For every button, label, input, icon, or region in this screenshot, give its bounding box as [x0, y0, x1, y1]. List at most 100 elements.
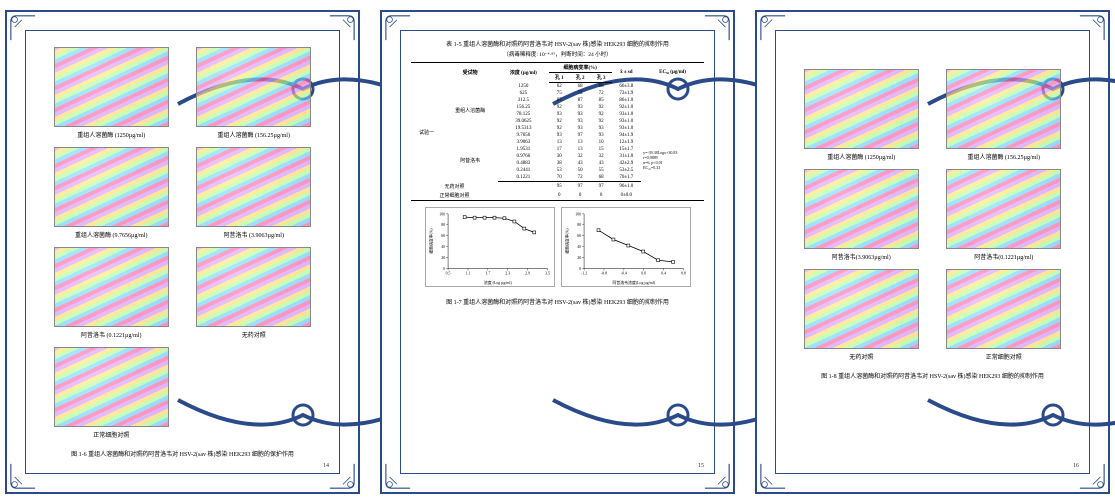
table-cell: 0.9766 — [498, 153, 549, 160]
table-cell: 94±1.9 — [612, 132, 642, 139]
svg-text:80: 80 — [577, 223, 581, 227]
chart-acyclovir: 020406080100-1.2-0.8-0.40.00.40.8阿昔洛韦浓度(… — [561, 207, 691, 287]
col-header: 孔 2 — [570, 73, 591, 83]
table-cell: 93 — [591, 125, 612, 132]
svg-text:0.4: 0.4 — [661, 271, 666, 275]
col-header: x̄ ± sd — [612, 63, 642, 83]
control-label: 无药对照 — [411, 182, 498, 191]
table-cell: 97 — [570, 182, 591, 191]
table-cell: 92±1.0 — [612, 104, 642, 111]
col-header: 细胞病变率(%) — [549, 63, 612, 73]
table-cell: 19.5313 — [498, 125, 549, 132]
image-caption: 重组人溶菌酶 (1250µg/ml) — [827, 152, 895, 161]
table-cell: 9.7656 — [498, 132, 549, 139]
table-cell: 95 — [549, 182, 570, 191]
table-cell: 15±1.7 — [612, 146, 642, 153]
table-cell: 39.0625 — [498, 118, 549, 125]
image-caption: 重组人溶菌酶 (156.25µg/ml) — [218, 130, 290, 139]
col-header: 受试物 — [442, 63, 498, 83]
table-cell: 12±1.9 — [612, 139, 642, 146]
table-cell: 43 — [591, 160, 612, 167]
table-title: 表 1-5 重组人溶菌酶和对照药阿昔洛韦对 HSV-2(sav 株)感染 HEK… — [411, 39, 704, 48]
table-cell: 1.9531 — [498, 146, 549, 153]
table-cell: 50 — [570, 167, 591, 174]
microscopy-image — [54, 147, 169, 227]
microscopy-image — [196, 247, 311, 327]
ec50-cell — [641, 83, 704, 140]
table-cell: 93 — [570, 125, 591, 132]
table-cell: 15 — [591, 146, 612, 153]
page-number: 14 — [323, 463, 329, 469]
table-cell: 0.2441 — [498, 167, 549, 174]
page-content: 重组人溶菌酶 (1250µg/ml) 重组人溶菌酶 (156.25µg/ml) … — [775, 30, 1090, 474]
table-cell: 72 — [591, 90, 612, 97]
table-cell: 85 — [591, 97, 612, 104]
table-cell: 0.1221 — [498, 174, 549, 182]
col-header: 孔 1 — [549, 73, 570, 83]
image-caption: 重组人溶菌酶 (156.25µg/ml) — [968, 152, 1040, 161]
svg-text:细胞病变率(%): 细胞病变率(%) — [428, 227, 433, 253]
image-caption: 重组人溶菌酶 (1250µg/ml) — [77, 130, 145, 139]
image-caption: 正常细胞对照 — [93, 430, 129, 439]
image-caption: 阿昔洛韦 (3.9063µg/ml) — [224, 230, 284, 239]
svg-text:80: 80 — [441, 223, 445, 227]
table-cell: 156.25 — [498, 104, 549, 111]
svg-text:1.1: 1.1 — [465, 271, 470, 275]
table-cell: 32 — [591, 153, 612, 160]
table-cell: 93 — [549, 111, 570, 118]
table-cell: 0 — [570, 191, 591, 201]
table-cell: 55 — [591, 167, 612, 174]
svg-text:20: 20 — [441, 255, 445, 259]
table-cell: 92 — [549, 125, 570, 132]
svg-text:-1.2: -1.2 — [580, 271, 586, 275]
table-cell: 92 — [549, 118, 570, 125]
charts-row: 0204060801000.51.11.72.32.93.5浓度 (Log µg… — [411, 207, 704, 287]
svg-text:浓度 (Log µg/ml): 浓度 (Log µg/ml) — [483, 280, 512, 285]
microscopy-image — [946, 169, 1061, 249]
table-cell: 68 — [570, 83, 591, 91]
svg-text:100: 100 — [439, 212, 445, 216]
table-cell: 53 — [549, 167, 570, 174]
microscopy-image — [54, 247, 169, 327]
page-content: 重组人溶菌酶 (1250µg/ml) 重组人溶菌酶 (156.25µg/ml) … — [25, 30, 340, 474]
image-grid: 重组人溶菌酶 (1250µg/ml) 重组人溶菌酶 (156.25µg/ml) … — [784, 39, 1081, 361]
data-table: 受试物 浓度 (µg/ml) 细胞病变率(%) x̄ ± sd EC₅₀ (µg… — [411, 62, 704, 201]
svg-text:0: 0 — [443, 266, 445, 270]
microscopy-image — [804, 169, 919, 249]
table-cell: 72 — [570, 90, 591, 97]
flourish-icon — [153, 14, 213, 28]
svg-text:0.8: 0.8 — [681, 271, 686, 275]
flourish-icon — [528, 14, 588, 28]
page-2: 表 1-5 重组人溶菌酶和对照药阿昔洛韦对 HSV-2(sav 株)感染 HEK… — [380, 10, 735, 494]
substance-label: 阿昔洛韦 — [442, 139, 498, 182]
control-label: 正常细胞对照 — [411, 191, 498, 201]
table-cell: 1250 — [498, 83, 549, 91]
table-cell: 42±2.9 — [612, 160, 642, 167]
table-subtitle: （病毒稀释度: 10⁻⁴·⁸⁵，判断时间：24 小时） — [411, 50, 704, 58]
page-1: 重组人溶菌酶 (1250µg/ml) 重组人溶菌酶 (156.25µg/ml) … — [5, 10, 360, 494]
image-caption: 重组人溶菌酶 (9.7656µg/ml) — [75, 230, 147, 239]
table-cell: 87 — [570, 97, 591, 104]
svg-text:细胞病变率(%): 细胞病变率(%) — [564, 227, 569, 253]
svg-text:2.3: 2.3 — [505, 271, 510, 275]
table-cell: 68 — [591, 174, 612, 182]
table-cell: 70±1.7 — [612, 174, 642, 182]
microscopy-image — [946, 269, 1061, 349]
flourish-icon — [903, 14, 963, 28]
table-cell: 13 — [570, 146, 591, 153]
table-cell: 30 — [549, 153, 570, 160]
figure-title: 图 1-8 重组人溶菌酶和对照药阿昔洛韦对 HSV-2(sav 株)感染 HEK… — [784, 371, 1081, 380]
col-header — [411, 63, 442, 83]
microscopy-image — [196, 147, 311, 227]
svg-text:-0.8: -0.8 — [600, 271, 606, 275]
table-cell: 43 — [570, 160, 591, 167]
table-cell: 38 — [549, 160, 570, 167]
table-cell: 78.125 — [498, 111, 549, 118]
table-cell: 93 — [549, 132, 570, 139]
svg-text:1.7: 1.7 — [485, 271, 490, 275]
table-cell: 0.4883 — [498, 160, 549, 167]
flourish-icon — [903, 476, 963, 490]
table-cell: 93 — [570, 104, 591, 111]
table-cell: 0±0.0 — [612, 191, 642, 201]
table-cell: 92 — [591, 104, 612, 111]
